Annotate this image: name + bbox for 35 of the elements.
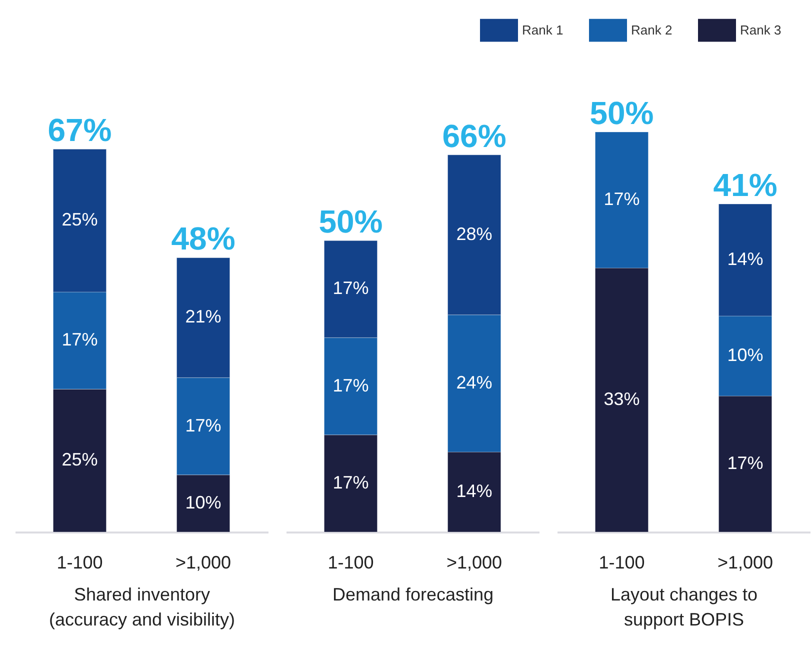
legend-label: Rank 3 (740, 22, 782, 38)
data-label: 17% (62, 330, 98, 350)
data-label: 10% (727, 345, 764, 365)
data-label: 17% (727, 453, 764, 473)
x-tick-label: 1-100 (328, 552, 374, 572)
total-label: 48% (171, 220, 236, 257)
data-label: 14% (727, 249, 764, 269)
total-label: 67% (48, 112, 112, 148)
x-axis-title: Layout changes to support BOPIS (610, 584, 758, 630)
data-label: 25% (62, 210, 98, 230)
legend-label: Rank 2 (631, 22, 672, 38)
legend-label: Rank 1 (522, 22, 564, 38)
data-label: 25% (62, 450, 98, 470)
total-label: 50% (318, 204, 383, 240)
data-label: 17% (185, 415, 222, 436)
x-tick-label: >1,000 (717, 552, 774, 572)
total-label: 66% (442, 118, 506, 154)
data-label: 28% (456, 224, 492, 244)
x-tick-label: 1-100 (598, 552, 645, 572)
x-tick-label: >1,000 (446, 552, 502, 572)
data-label: 17% (604, 189, 640, 209)
total-label: 50% (590, 95, 654, 131)
data-label: 33% (604, 389, 640, 409)
data-label: 14% (456, 481, 492, 501)
data-label: 17% (332, 472, 369, 492)
x-axis-title: Demand forecasting (332, 584, 494, 604)
x-tick-label: 1-100 (56, 552, 103, 572)
total-label: 41% (713, 167, 778, 203)
data-label: 17% (332, 278, 369, 298)
data-label: 24% (456, 372, 492, 392)
x-axis-title: Shared inventory (accuracy and visibility) (48, 584, 236, 630)
data-label: 10% (185, 492, 222, 512)
data-label: 21% (185, 306, 222, 327)
data-label: 17% (332, 375, 369, 396)
x-tick-label: >1,000 (175, 552, 232, 572)
